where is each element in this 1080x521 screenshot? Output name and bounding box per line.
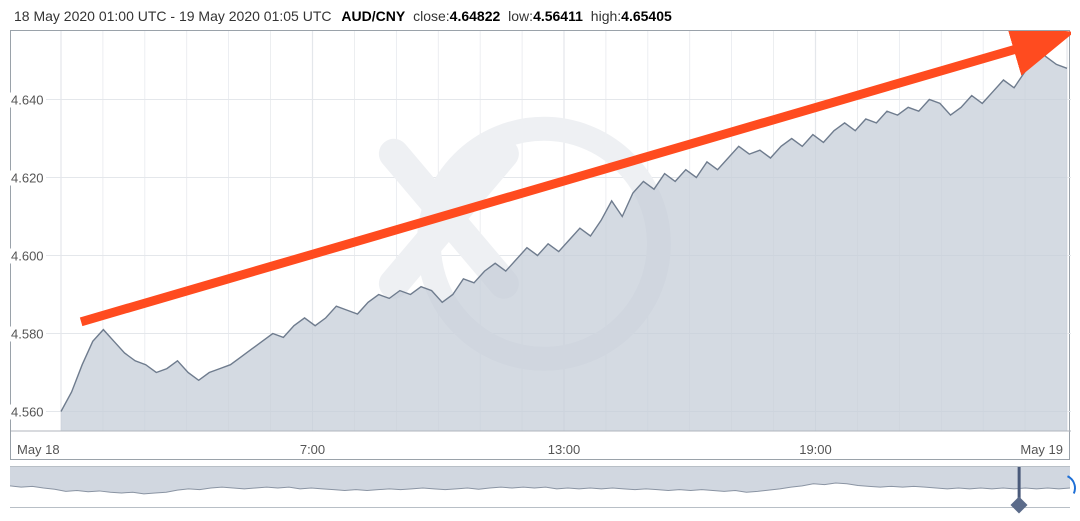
x-axis-label: 19:00 <box>797 442 834 457</box>
y-axis-label: 4.580 <box>9 326 46 341</box>
close-label: close: <box>413 8 450 24</box>
high-label: high: <box>591 8 621 24</box>
low-label: low: <box>508 8 533 24</box>
y-axis-label: 4.560 <box>9 404 46 419</box>
x-axis-label: 7:00 <box>298 442 327 457</box>
currency-pair: AUD/CNY <box>341 8 405 24</box>
main-chart[interactable]: 4.560 4.580 4.600 4.620 4.640 May 18 7:00 13:00… <box>10 30 1070 460</box>
chart-header: 18 May 2020 01:00 UTC - 19 May 2020 01:0… <box>0 0 1080 30</box>
x-axis-label: 13:00 <box>546 442 583 457</box>
y-axis-label: 4.640 <box>9 92 46 107</box>
y-axis-label: 4.600 <box>9 248 46 263</box>
date-range: 18 May 2020 01:00 UTC - 19 May 2020 01:0… <box>14 8 332 24</box>
x-axis-label: May 19 <box>1018 442 1065 457</box>
close-value: 4.64822 <box>450 8 501 24</box>
low-value: 4.56411 <box>533 8 583 24</box>
high-value: 4.65405 <box>621 8 672 24</box>
x-axis-label: May 18 <box>15 442 62 457</box>
y-axis-label: 4.620 <box>9 170 46 185</box>
range-selector[interactable] <box>10 466 1070 508</box>
